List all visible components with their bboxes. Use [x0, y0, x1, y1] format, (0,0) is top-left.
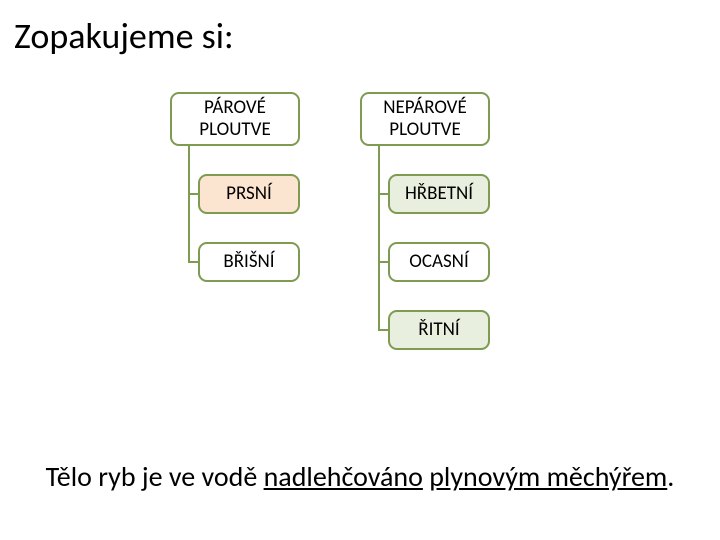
tree-node: OCASNÍ — [388, 242, 490, 282]
tree-diagram: PÁROVÉPLOUTVE PRSNÍ BŘIŠNÍ NEPÁROVÉPLOUTVE H… — [150, 92, 560, 392]
tree-connector — [188, 193, 198, 195]
tree-connector — [378, 193, 388, 195]
tree-connector — [378, 261, 388, 263]
footer-u1: nadlehčováno — [264, 459, 423, 494]
footer-after: . — [667, 459, 674, 494]
tree-connector — [188, 146, 190, 262]
tree-node: BŘIŠNÍ — [198, 242, 300, 282]
footer-before: Tělo ryb je ve vodě — [46, 459, 264, 494]
tree-root: NEPÁROVÉPLOUTVE — [360, 92, 490, 146]
footer-u2: plynovým měchýřem — [429, 459, 667, 494]
footer-text: Tělo ryb je ve vodě nadlehčováno plynový… — [0, 460, 720, 494]
tree-node: PRSNÍ — [198, 174, 300, 214]
tree-node: ŘITNÍ — [388, 310, 490, 350]
tree-node: HŘBETNÍ — [388, 174, 490, 214]
tree-connector — [188, 261, 198, 263]
tree-connector — [378, 146, 380, 330]
page-title: Zopakujeme si: — [14, 14, 234, 58]
tree-root: PÁROVÉPLOUTVE — [170, 92, 300, 146]
tree-connector — [378, 329, 388, 331]
